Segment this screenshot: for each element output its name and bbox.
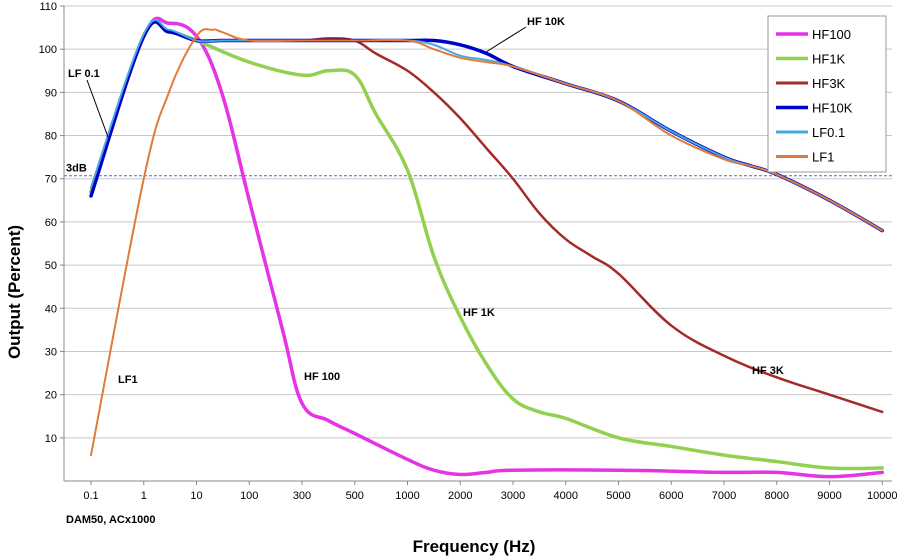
y-tick-label-6: 70 <box>45 174 57 186</box>
annotation-lf-0-1: LF 0.1 <box>68 68 100 80</box>
y-tick-label-9: 100 <box>39 44 57 56</box>
plot-area <box>64 6 892 481</box>
legend-label-hf100: HF100 <box>812 27 851 42</box>
annotation-lf1: LF1 <box>118 374 138 386</box>
series-line-lf1 <box>90 28 884 457</box>
legend-label-hf1k: HF1K <box>812 52 846 67</box>
x-tick-label-2: 10 <box>190 490 202 502</box>
x-tick-label-14: 9000 <box>817 490 841 502</box>
x-tick-label-12: 7000 <box>712 490 736 502</box>
x-tick-label-1: 1 <box>141 490 147 502</box>
x-axis-title: Frequency (Hz) <box>413 537 536 556</box>
y-tick-label-0: 10 <box>45 433 57 445</box>
reference-line-label: 3dB <box>66 163 87 175</box>
leader-line-hf10k <box>485 26 527 53</box>
y-tick-label-5: 60 <box>45 217 57 229</box>
y-tick-label-3: 40 <box>45 303 57 315</box>
leader-line-lf0-1 <box>86 79 109 138</box>
x-tick-label-13: 8000 <box>765 490 789 502</box>
x-tick-label-8: 3000 <box>501 490 525 502</box>
y-axis-title: Output (Percent) <box>5 225 24 359</box>
y-tick-label-1: 20 <box>45 390 57 402</box>
annotation-hf-100: HF 100 <box>304 371 340 383</box>
x-tick-label-0: 0.1 <box>83 490 98 502</box>
x-tick-label-4: 300 <box>293 490 311 502</box>
legend-label-hf3k: HF3K <box>812 76 846 91</box>
legend: HF100 HF1K HF3K HF10K LF0.1 LF1 <box>767 15 887 173</box>
x-tick-label-10: 5000 <box>606 490 630 502</box>
y-tick-label-7: 80 <box>45 131 57 143</box>
legend-box <box>767 15 887 173</box>
legend-label-lf0-1: LF0.1 <box>812 125 845 140</box>
y-tick-label-8: 90 <box>45 87 57 99</box>
y-tick-label-4: 50 <box>45 260 57 272</box>
x-tick-label-15: 10000 <box>867 490 898 502</box>
y-tick-label-2: 30 <box>45 346 57 358</box>
annotation-hf-1k: HF 1K <box>463 307 495 319</box>
x-tick-label-7: 2000 <box>448 490 472 502</box>
x-tick-label-5: 500 <box>346 490 364 502</box>
footnote: DAM50, ACx1000 <box>66 514 155 526</box>
series-lines <box>89 16 884 479</box>
x-tick-label-9: 4000 <box>554 490 578 502</box>
x-tick-label-11: 6000 <box>659 490 683 502</box>
legend-label-lf1: LF1 <box>812 150 834 165</box>
annotation-hf-3k: HF 3K <box>752 365 784 377</box>
reference-line-group: 3dB <box>64 163 892 177</box>
legend-label-hf10k: HF10K <box>812 101 853 116</box>
x-tick-label-3: 100 <box>240 490 258 502</box>
x-tick-label-6: 1000 <box>395 490 419 502</box>
y-tick-label-10: 110 <box>39 1 57 13</box>
annotations: HF 10K LF 0.1 LF1 HF 100 HF 1K HF 3K <box>68 16 784 386</box>
annotation-hf-10k: HF 10K <box>527 16 565 28</box>
